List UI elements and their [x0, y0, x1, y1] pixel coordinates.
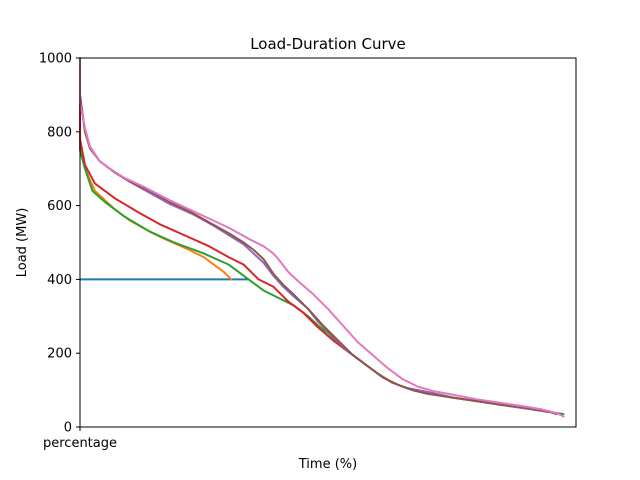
y-axis: 0 200 400 600 800 1000 [39, 52, 80, 436]
y-tick-label: 400 [47, 273, 72, 288]
chart-title: Load-Duration Curve [250, 35, 406, 53]
y-tick-label: 0 [64, 421, 72, 436]
plot-frame [79, 57, 577, 428]
y-tick-label: 1000 [39, 52, 72, 67]
x-tick-label: percentage [43, 436, 117, 451]
x-axis-label: Time (%) [298, 457, 357, 472]
series-line-7 [79, 57, 565, 418]
y-tick-label: 200 [47, 347, 72, 362]
y-axis-label: Load (MW) [15, 208, 30, 278]
y-tick-label: 600 [47, 199, 72, 214]
plot-area [79, 57, 565, 418]
x-axis: percentage [43, 427, 117, 451]
y-tick-label: 800 [47, 125, 72, 140]
